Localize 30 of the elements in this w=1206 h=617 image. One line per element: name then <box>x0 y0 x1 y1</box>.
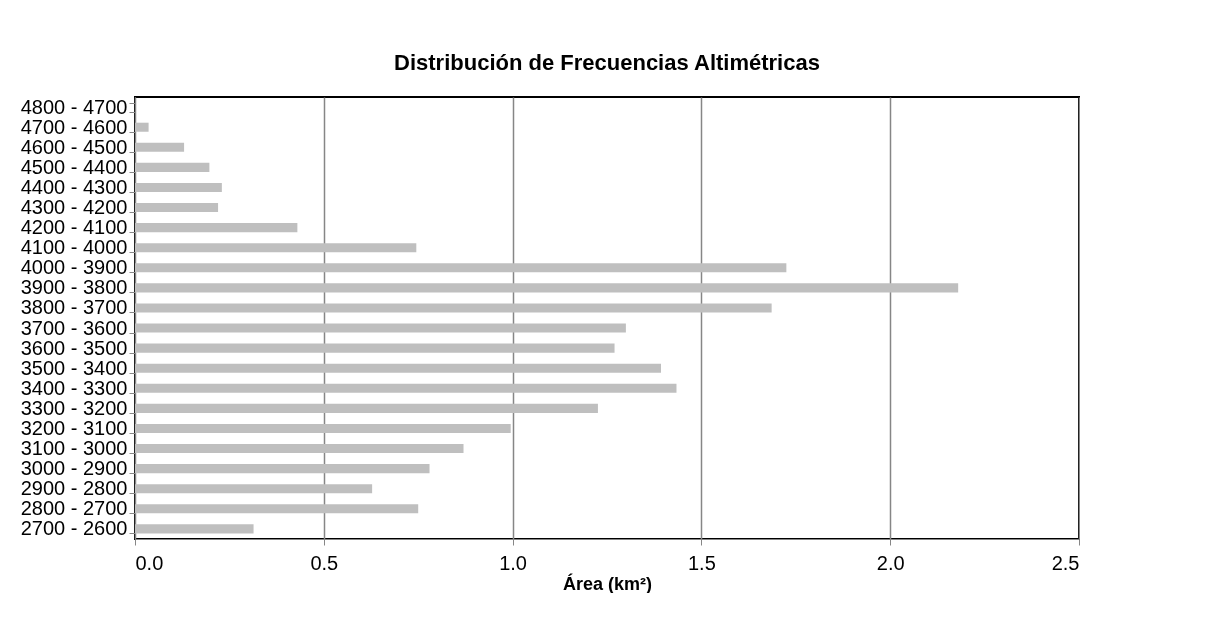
y-tick-label: 2900 - 2800 <box>20 477 128 500</box>
y-tick-label: 2800 - 2700 <box>20 497 128 520</box>
y-tick-label: 3400 - 3300 <box>20 376 128 399</box>
y-tick-label: 3700 - 3600 <box>20 316 128 339</box>
y-tick-label: 4700 - 4600 <box>20 115 128 138</box>
y-tick-label: 4800 - 4700 <box>20 95 128 118</box>
y-tick-label: 4000 - 3900 <box>20 256 128 279</box>
x-tick-label: 0.5 <box>310 551 339 574</box>
x-axis-title: Área (km²) <box>562 572 653 594</box>
x-tick-label: 2.0 <box>876 551 905 574</box>
y-tick-label: 4500 - 4400 <box>20 155 128 178</box>
y-tick-label: 3500 - 3400 <box>20 356 128 379</box>
y-tick-label: 3000 - 2900 <box>20 457 128 480</box>
y-tick-label: 4200 - 4100 <box>20 216 128 239</box>
y-tick-label: 3900 - 3800 <box>20 276 128 299</box>
x-tick-label: 1.0 <box>499 551 528 574</box>
y-tick-label: 3100 - 3000 <box>20 437 128 460</box>
y-tick-label: 3800 - 3700 <box>20 296 128 319</box>
x-tick-label: 0.0 <box>135 551 164 574</box>
x-tick-label: 1.5 <box>687 551 716 574</box>
y-tick-label: 4300 - 4200 <box>20 196 128 219</box>
y-tick-label: 4100 - 4000 <box>20 236 128 259</box>
y-tick-label: 2700 - 2600 <box>20 517 128 540</box>
x-tick-label: 2.5 <box>1051 551 1080 574</box>
y-tick-label: 3600 - 3500 <box>20 336 128 359</box>
y-tick-label: 4600 - 4500 <box>20 135 128 158</box>
y-tick-label: 3200 - 3100 <box>20 416 128 439</box>
y-tick-label: 4400 - 4300 <box>20 175 128 198</box>
chart-title: Distribución de Frecuencias Altimétricas <box>394 50 820 75</box>
y-tick-label: 3300 - 3200 <box>20 396 128 419</box>
